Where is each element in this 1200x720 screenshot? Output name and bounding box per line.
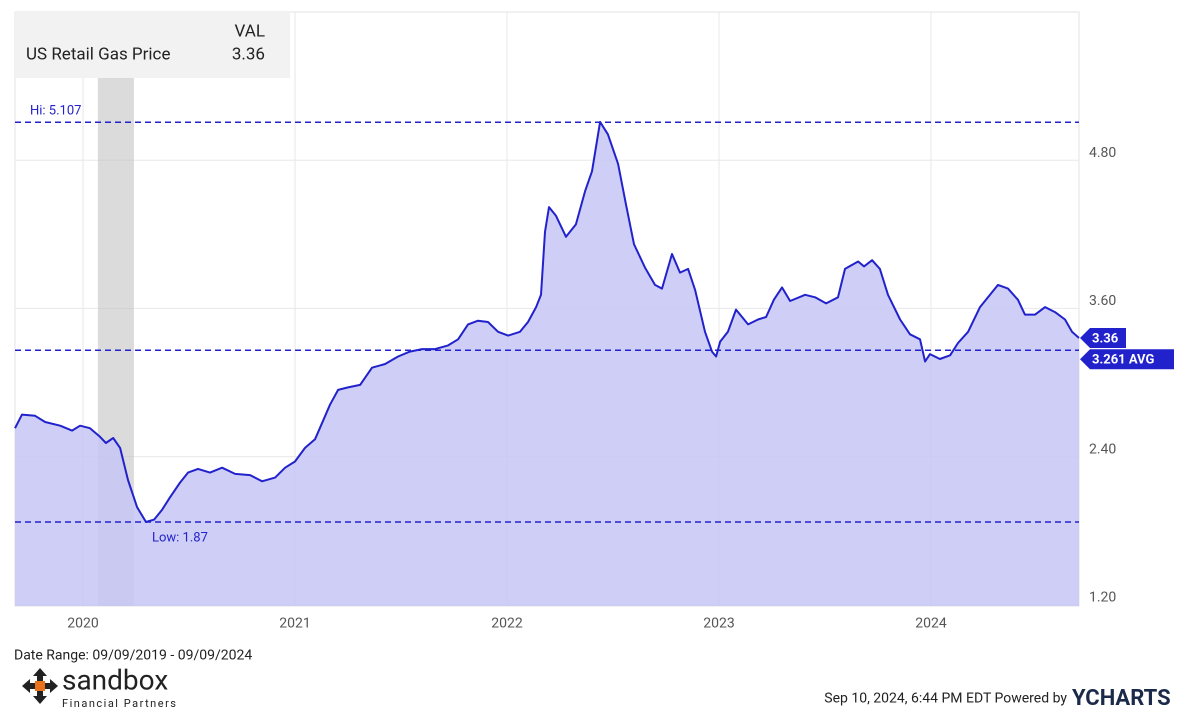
logo-name: sandbox bbox=[62, 663, 168, 696]
avg-tag-text: 3.261 AVG bbox=[1092, 353, 1154, 368]
marks: Hi: 5.107 Low: 1.87 3.261 AVG 3.36 bbox=[14, 12, 1174, 607]
footer: Date Range: 09/09/2019 - 09/09/2024 sand… bbox=[14, 648, 1171, 711]
x-tick-label: 2020 bbox=[67, 616, 99, 632]
last-value-tag-shape bbox=[1080, 328, 1126, 349]
reference-label: Low: 1.87 bbox=[152, 530, 208, 545]
timestamp: Sep 10, 2024, 6:44 PM EDT Powered by bbox=[824, 691, 1067, 707]
y-tick-label: 3.60 bbox=[1089, 293, 1116, 309]
logo-subtitle: Financial Partners bbox=[62, 697, 177, 710]
x-tick-label: 2024 bbox=[915, 616, 947, 632]
avg-tag: 3.261 AVG bbox=[1080, 349, 1174, 370]
legend-series-name: US Retail Gas Price bbox=[26, 44, 170, 64]
legend-series-value: 3.36 bbox=[232, 44, 265, 64]
logo-icon bbox=[22, 668, 58, 704]
brand: YCHARTS bbox=[1072, 686, 1171, 711]
x-tick-label: 2023 bbox=[703, 616, 734, 632]
date-range: Date Range: 09/09/2019 - 09/09/2024 bbox=[14, 648, 252, 664]
legend-box bbox=[15, 12, 290, 78]
x-tick-label: 2022 bbox=[491, 616, 523, 632]
legend-header: VAL bbox=[235, 21, 265, 41]
series-line bbox=[14, 120, 1080, 523]
y-tick-label: 1.20 bbox=[1089, 589, 1116, 605]
last-value-tag-text: 3.36 bbox=[1092, 331, 1119, 346]
y-tick-label: 2.40 bbox=[1089, 441, 1116, 457]
last-value-tag: 3.36 bbox=[1080, 328, 1126, 349]
avg-tag-shape bbox=[1080, 349, 1174, 370]
area-fill bbox=[15, 121, 1079, 607]
y-tick-label: 4.80 bbox=[1089, 145, 1116, 161]
x-tick-label: 2021 bbox=[279, 616, 310, 632]
reference-label: Hi: 5.107 bbox=[30, 104, 81, 119]
logo-center bbox=[35, 681, 45, 691]
legend: VAL US Retail Gas Price 3.36 bbox=[15, 12, 290, 78]
